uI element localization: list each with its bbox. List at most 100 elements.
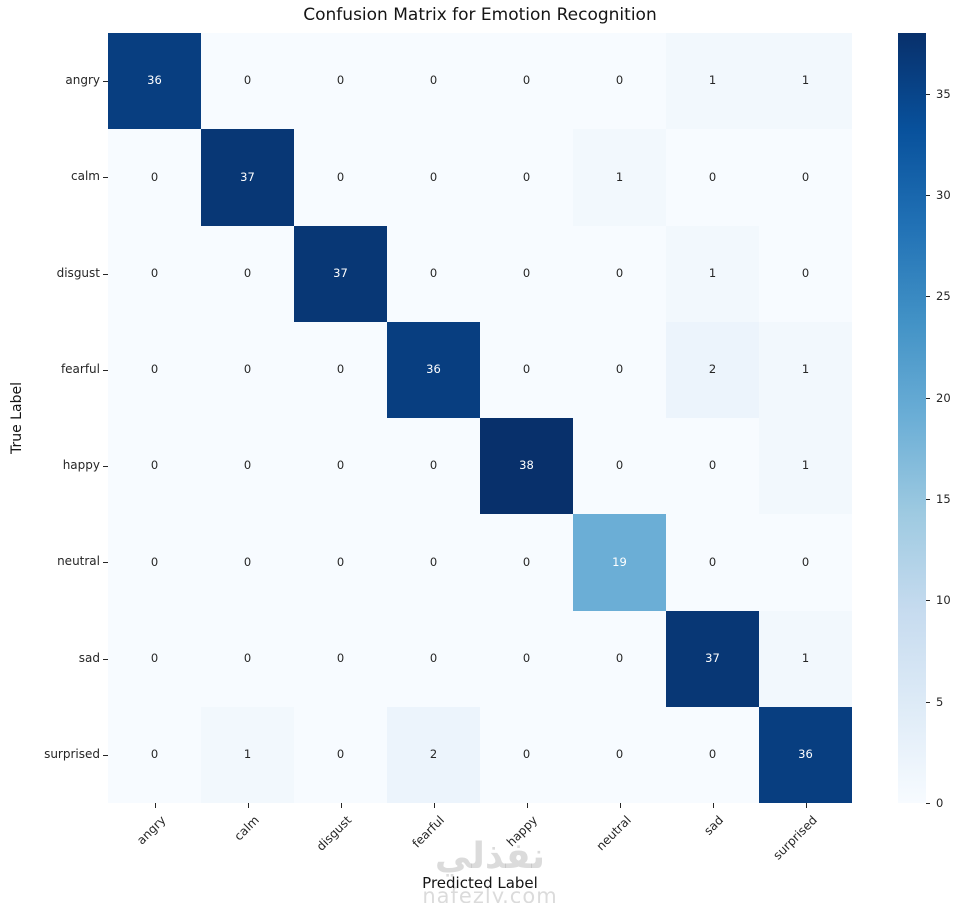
cell-value: 0 (150, 650, 159, 665)
heatmap-cell: 0 (573, 33, 666, 130)
y-tick-label: neutral (57, 554, 100, 569)
y-tick-label: surprised (44, 746, 100, 761)
colorbar-tick-label: 0 (936, 796, 944, 810)
y-tick-mark (103, 273, 108, 275)
watermark-arabic: نفذلي (434, 836, 546, 877)
heatmap-cell: 0 (759, 514, 852, 611)
y-tick-mark (103, 369, 108, 371)
cell-value: 0 (522, 747, 531, 762)
cell-value: 0 (429, 265, 438, 280)
heatmap-cell: 37 (201, 129, 294, 226)
cell-value: 0 (708, 554, 717, 569)
heatmap-cell: 0 (201, 610, 294, 707)
y-tick-label: sad (78, 650, 100, 665)
cell-value: 1 (801, 362, 810, 377)
heatmap-cell: 1 (666, 33, 759, 130)
cell-value: 1 (801, 458, 810, 473)
cell-value: 0 (801, 554, 810, 569)
cell-value: 0 (615, 73, 624, 88)
y-tick-mark (103, 658, 108, 660)
x-tick-mark (247, 803, 249, 808)
heatmap-cell: 0 (480, 706, 573, 803)
cell-value: 0 (336, 73, 345, 88)
heatmap-cell: 0 (573, 418, 666, 515)
heatmap-cell: 0 (387, 418, 480, 515)
x-tick-mark (433, 803, 435, 808)
heatmap-cell: 36 (759, 706, 852, 803)
heatmap-cell: 1 (759, 610, 852, 707)
y-tick-label: angry (65, 73, 100, 88)
cell-value: 0 (336, 362, 345, 377)
cell-value: 37 (705, 650, 720, 665)
heatmap-cell: 0 (201, 321, 294, 418)
cell-value: 0 (615, 265, 624, 280)
colorbar-tick-label: 25 (936, 289, 951, 304)
cell-value: 0 (336, 747, 345, 762)
cell-value: 0 (522, 73, 531, 88)
cell-value: 0 (615, 362, 624, 377)
heatmap-cell: 0 (108, 514, 201, 611)
cell-value: 0 (243, 554, 252, 569)
heatmap-cell: 0 (480, 514, 573, 611)
heatmap-cell: 0 (201, 418, 294, 515)
cell-value: 0 (243, 362, 252, 377)
heatmap-cell: 0 (294, 129, 387, 226)
cell-value: 0 (522, 650, 531, 665)
cell-value: 0 (801, 169, 810, 184)
heatmap-cell: 0 (666, 129, 759, 226)
cell-value: 38 (519, 458, 534, 473)
heatmap-cell: 0 (387, 225, 480, 322)
cell-value: 0 (522, 362, 531, 377)
colorbar-tick-mark (926, 600, 930, 602)
cell-value: 0 (522, 554, 531, 569)
heatmap-cell: 0 (108, 225, 201, 322)
cell-value: 0 (615, 747, 624, 762)
chart-title: Confusion Matrix for Emotion Recognition (303, 5, 657, 25)
colorbar-tick-mark (926, 499, 930, 501)
heatmap-cell: 1 (759, 418, 852, 515)
cell-value: 0 (429, 554, 438, 569)
cell-value: 0 (243, 73, 252, 88)
colorbar-tick-label: 5 (936, 694, 944, 709)
heatmap-cell: 2 (666, 321, 759, 418)
cell-value: 1 (708, 265, 717, 280)
heatmap-cell: 0 (480, 129, 573, 226)
heatmap-cell: 36 (108, 33, 201, 130)
y-axis-title: True Label (9, 382, 25, 454)
cell-value: 37 (333, 265, 348, 280)
colorbar-tick-mark (926, 93, 930, 95)
cell-value: 0 (615, 458, 624, 473)
heatmap-cell: 0 (201, 514, 294, 611)
heatmap-cell: 0 (201, 225, 294, 322)
cell-value: 1 (243, 747, 252, 762)
heatmap-cell: 0 (108, 321, 201, 418)
cell-value: 0 (150, 362, 159, 377)
cell-value: 0 (522, 265, 531, 280)
cell-value: 0 (429, 458, 438, 473)
cell-value: 0 (336, 554, 345, 569)
colorbar-tick-mark (926, 296, 930, 298)
colorbar-tick-label: 10 (936, 593, 951, 608)
cell-value: 0 (150, 554, 159, 569)
colorbar-tick-mark (926, 397, 930, 399)
cell-value: 0 (150, 169, 159, 184)
heatmap-cell: 0 (387, 610, 480, 707)
cell-value: 0 (522, 169, 531, 184)
cell-value: 36 (147, 73, 162, 88)
cell-value: 0 (336, 650, 345, 665)
y-tick-label: fearful (60, 361, 100, 376)
y-tick-mark (103, 754, 108, 756)
heatmap-cell: 0 (573, 610, 666, 707)
cell-value: 0 (429, 169, 438, 184)
heatmap-cell: 0 (294, 33, 387, 130)
heatmap-cell: 0 (108, 610, 201, 707)
cell-value: 0 (615, 650, 624, 665)
cell-value: 0 (243, 650, 252, 665)
colorbar-tick-mark (926, 803, 930, 804)
x-tick-mark (619, 803, 621, 808)
heatmap-plot-area: 36 0 0 0 0 0 1 1 0 37 0 0 0 1 0 0 0 0 37 0 0 0 1 0 0 0 0 36 0 0 2 1 0 0 0 0… (108, 33, 852, 803)
colorbar-tick-label: 35 (936, 86, 951, 101)
cell-value: 0 (708, 747, 717, 762)
y-tick-label: happy (62, 458, 100, 473)
heatmap-cell: 0 (294, 321, 387, 418)
